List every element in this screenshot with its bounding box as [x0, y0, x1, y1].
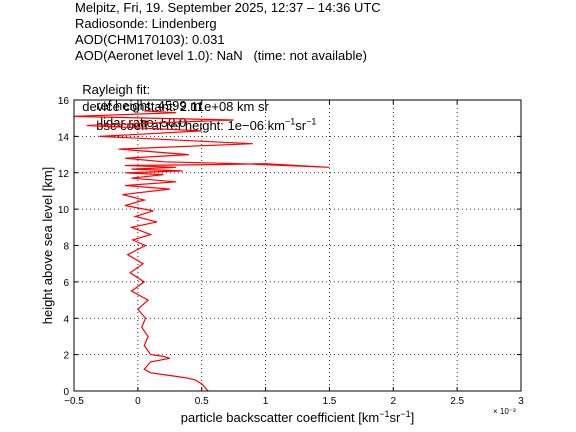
bsc-unit-exp-1: −1 [284, 117, 296, 127]
device-constant: device constant: 2.11e+08 km sr [82, 99, 269, 114]
title-line-1: Melpitz, Fri, 19. September 2025, 12:37 … [75, 0, 381, 15]
y-tick-label: 16 [58, 96, 70, 107]
backscatter-profile-line [73, 110, 330, 392]
x-axis-label-part: −1 [379, 409, 389, 419]
x-axis-label-part: particle backscatter coefficient [km [181, 410, 379, 425]
x-tick-label: 0 [135, 396, 141, 407]
x-tick-label: 2.5 [450, 396, 464, 407]
x-axis-label-part: −1 [400, 409, 410, 419]
y-tick-label: 10 [58, 205, 70, 216]
title-line-4: AOD(Aeronet level 1.0): NaN (time: not a… [75, 48, 367, 63]
x-tick-label: −0.5 [64, 396, 84, 407]
x-axis-label-part: sr [389, 410, 401, 425]
y-tick-label: 8 [63, 242, 69, 253]
title-line-2: Radiosonde: Lindenberg [75, 16, 217, 31]
x-tick-label: 3 [518, 396, 524, 407]
x-tick-label: 2 [391, 396, 397, 407]
bsc-unit-exp-2: −1 [306, 117, 317, 127]
y-tick-label: 6 [63, 278, 69, 289]
x-axis-label: particle backscatter coefficient [km−1sr… [181, 409, 414, 425]
title-line-3: AOD(CHM170103): 0.031 [75, 32, 225, 47]
bsc-unit-sr: sr [295, 118, 307, 134]
y-axis-label: height above sea level [km] [40, 167, 55, 325]
y-tick-label: 14 [58, 132, 70, 143]
x-tick-label: 1 [263, 396, 269, 407]
ref-height: ref height: 4599 m [96, 98, 202, 113]
y-tick-label: 2 [63, 351, 69, 362]
x-axis-multiplier: × 10⁻³ [493, 407, 516, 416]
x-axis-label-part: ] [411, 410, 415, 425]
plot-frame [73, 99, 522, 392]
y-tick-label: 4 [63, 314, 69, 325]
x-tick-label: 1.5 [322, 396, 336, 407]
x-tick-label: 0.5 [195, 396, 209, 407]
rayleigh-label: Rayleigh fit: [82, 82, 151, 97]
y-tick-label: 12 [58, 169, 70, 180]
series-layer [73, 110, 330, 392]
grid-layer [74, 100, 521, 391]
y-tick-label: 0 [63, 387, 69, 398]
